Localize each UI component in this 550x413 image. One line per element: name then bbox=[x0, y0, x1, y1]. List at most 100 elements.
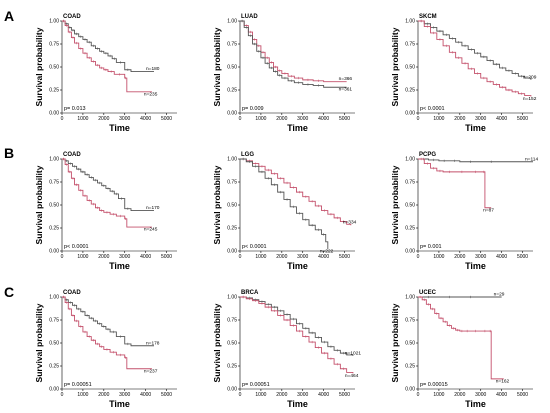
x-tick-label: 4000 bbox=[140, 392, 151, 398]
x-tick-label: 4000 bbox=[318, 392, 329, 398]
km-panel-skcm: SKCM 0.00 0.25 0.50 0.75 1.00 0 1000 2000 3000 400… bbox=[390, 14, 537, 133]
y-tick-label: 0.00 bbox=[405, 249, 415, 255]
x-tick-label: 1000 bbox=[433, 392, 444, 398]
x-tick-label: 1000 bbox=[77, 254, 88, 260]
plot-title: LUAD bbox=[241, 14, 258, 20]
y-tick-label: 0.25 bbox=[49, 88, 59, 94]
x-tick-label: 3000 bbox=[119, 392, 130, 398]
y-tick-label: 0.00 bbox=[49, 249, 59, 255]
x-tick-label: 5000 bbox=[517, 392, 528, 398]
p-value: p= 0.001 bbox=[420, 244, 442, 250]
y-tick-label: 1.00 bbox=[49, 157, 59, 163]
km-panel-lgg: LGG 0.00 0.25 0.50 0.75 1.00 0 1000 2000 3000 4000… bbox=[212, 152, 357, 271]
y-tick-label: 0.50 bbox=[405, 203, 415, 209]
series-n-label: n=361 bbox=[339, 87, 353, 93]
x-axis-label: Time bbox=[109, 261, 130, 271]
x-tick-label: 4000 bbox=[140, 254, 151, 260]
y-tick-label: 0.00 bbox=[49, 387, 59, 393]
x-axis-label: Time bbox=[287, 261, 308, 271]
x-axis-label: Time bbox=[109, 399, 130, 409]
series-n-label: n=464 bbox=[345, 373, 359, 379]
y-tick-label: 0.25 bbox=[405, 226, 415, 232]
x-tick-label: 0 bbox=[417, 254, 420, 260]
y-tick-label: 0.75 bbox=[405, 318, 415, 324]
plot-title: COAD bbox=[63, 290, 81, 296]
km-panel-pcpg: PCPG 0.00 0.25 0.50 0.75 1.00 0 1000 2000 3000 400… bbox=[390, 152, 538, 271]
y-tick-label: 1.00 bbox=[405, 19, 415, 25]
y-tick-label: 0.00 bbox=[227, 387, 237, 393]
km-panel-coad: COAD 0.00 0.25 0.50 0.75 1.00 0 1000 2000 3000 400… bbox=[34, 152, 177, 271]
y-tick-label: 0.50 bbox=[49, 203, 59, 209]
y-tick-label: 0.50 bbox=[227, 341, 237, 347]
y-tick-label: 0.00 bbox=[227, 111, 237, 117]
km-panel-ucec: UCEC 0.00 0.25 0.50 0.75 1.00 0 1000 2000 3000 400… bbox=[390, 290, 533, 409]
km-curve-series-2 bbox=[418, 20, 532, 97]
y-tick-label: 0.75 bbox=[227, 318, 237, 324]
y-tick-label: 0.75 bbox=[405, 42, 415, 48]
x-tick-label: 2000 bbox=[454, 254, 465, 260]
km-curve-series-1 bbox=[418, 158, 533, 163]
p-value: p< 0.0001 bbox=[242, 244, 267, 250]
x-tick-label: 2000 bbox=[98, 392, 109, 398]
y-axis-label: Survival probability bbox=[212, 303, 222, 382]
y-axis-label: Survival probability bbox=[34, 165, 44, 244]
x-tick-label: 2000 bbox=[276, 116, 287, 122]
km-curve-series-2 bbox=[62, 20, 152, 93]
x-tick-label: 2000 bbox=[98, 254, 109, 260]
series-n-label: n=334 bbox=[343, 220, 357, 226]
x-tick-label: 4000 bbox=[496, 254, 507, 260]
x-tick-label: 1000 bbox=[255, 254, 266, 260]
x-tick-label: 1000 bbox=[77, 392, 88, 398]
y-axis-label: Survival probability bbox=[390, 303, 400, 382]
y-tick-label: 0.50 bbox=[227, 203, 237, 209]
y-tick-label: 0.00 bbox=[405, 387, 415, 393]
x-tick-label: 5000 bbox=[339, 392, 350, 398]
x-tick-label: 1000 bbox=[255, 116, 266, 122]
x-tick-label: 4000 bbox=[318, 116, 329, 122]
x-tick-label: 2000 bbox=[276, 254, 287, 260]
x-tick-label: 0 bbox=[239, 116, 242, 122]
km-curve-series-2 bbox=[418, 158, 492, 209]
x-tick-label: 5000 bbox=[517, 116, 528, 122]
x-tick-label: 0 bbox=[417, 116, 420, 122]
series-n-label: n=237 bbox=[144, 368, 158, 374]
x-tick-label: 0 bbox=[61, 254, 64, 260]
y-tick-label: 0.50 bbox=[49, 341, 59, 347]
p-value: p= 0.00051 bbox=[242, 382, 270, 388]
y-tick-label: 0.25 bbox=[227, 226, 237, 232]
plot-grid: COAD 0.00 0.25 0.50 0.75 1.00 0 1000 2000 3000 400… bbox=[34, 14, 538, 409]
plot-title: PCPG bbox=[419, 152, 436, 158]
km-curve-series-2 bbox=[62, 296, 152, 370]
y-tick-label: 1.00 bbox=[405, 295, 415, 301]
km-curve-series-2 bbox=[62, 158, 152, 228]
y-axis-label: Survival probability bbox=[34, 303, 44, 382]
series-n-label: n=1021 bbox=[345, 350, 361, 356]
y-tick-label: 0.00 bbox=[49, 111, 59, 117]
x-tick-label: 5000 bbox=[339, 254, 350, 260]
x-tick-label: 5000 bbox=[161, 116, 172, 122]
km-curve-series-2 bbox=[240, 20, 347, 88]
series-n-label: n=180 bbox=[146, 66, 160, 72]
y-tick-label: 0.25 bbox=[49, 364, 59, 370]
x-tick-label: 4000 bbox=[140, 116, 151, 122]
km-curve-series-2 bbox=[418, 296, 504, 380]
x-tick-label: 3000 bbox=[119, 254, 130, 260]
y-tick-label: 0.25 bbox=[405, 364, 415, 370]
x-tick-label: 2000 bbox=[276, 392, 287, 398]
y-tick-label: 0.75 bbox=[227, 180, 237, 186]
series-n-label: n=162 bbox=[496, 378, 510, 384]
km-curve-series-1 bbox=[240, 158, 352, 226]
x-tick-label: 5000 bbox=[161, 392, 172, 398]
y-tick-label: 0.25 bbox=[405, 88, 415, 94]
p-value: p< 0.0001 bbox=[64, 244, 89, 250]
km-curve-series-1 bbox=[62, 20, 154, 73]
x-tick-label: 2000 bbox=[98, 116, 109, 122]
series-n-label: n=245 bbox=[144, 227, 158, 233]
series-n-label: n=29 bbox=[494, 292, 505, 298]
y-tick-label: 0.75 bbox=[49, 42, 59, 48]
series-n-label: n=366 bbox=[339, 76, 353, 82]
x-tick-label: 0 bbox=[239, 254, 242, 260]
y-axis-label: Survival probability bbox=[34, 27, 44, 106]
y-tick-label: 0.50 bbox=[405, 65, 415, 71]
km-curve-series-2 bbox=[240, 158, 329, 250]
